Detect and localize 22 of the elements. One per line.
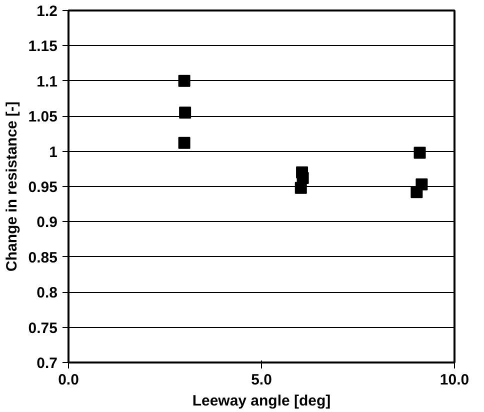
point bbox=[178, 136, 190, 149]
x-tick-label: 0.0 bbox=[58, 372, 79, 388]
y-tick-label: 0.75 bbox=[28, 320, 58, 337]
x-tick-label: 10.0 bbox=[440, 372, 470, 388]
x-axis-title: Leeway angle [deg] bbox=[192, 392, 331, 410]
y-axis-title: Change in resistance [-] bbox=[3, 101, 20, 272]
y-tick-label: 0.95 bbox=[28, 179, 58, 196]
y-tick-label: 0.85 bbox=[28, 249, 58, 266]
point bbox=[178, 74, 190, 87]
y-tick-label: 0.8 bbox=[36, 284, 58, 302]
y-tick-label: 1 bbox=[49, 144, 58, 161]
point bbox=[294, 182, 307, 194]
y-tick-label: 1.15 bbox=[28, 38, 58, 56]
y-tick-label: 0.9 bbox=[36, 214, 58, 232]
y-tick-label: 1.2 bbox=[36, 3, 58, 20]
y-tick-label: 0.7 bbox=[36, 355, 58, 372]
point bbox=[410, 186, 423, 198]
x-tick-label: 5.0 bbox=[251, 372, 272, 388]
point bbox=[179, 106, 192, 119]
point bbox=[414, 146, 426, 159]
y-tick-label: 1.1 bbox=[36, 73, 58, 90]
y-tick-label: 1.05 bbox=[28, 108, 58, 126]
